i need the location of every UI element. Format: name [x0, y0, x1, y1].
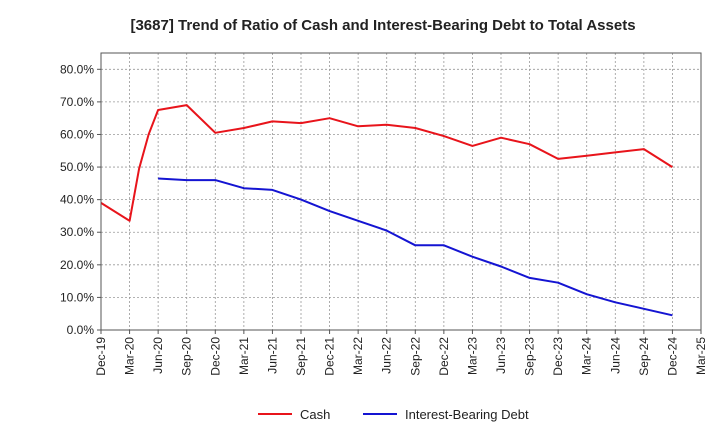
x-tick-label: Jun-21	[265, 337, 279, 374]
x-tick-label: Mar-20	[123, 337, 137, 375]
legend-item-cash: Cash	[258, 407, 330, 422]
x-axis: Dec-19 Mar-20 Jun-20 Sep-20 Dec-20 Mar-21 Jun-…	[94, 330, 708, 376]
x-tick-label: Dec-24	[665, 337, 679, 376]
series-layer	[100, 104, 673, 317]
x-tick-label: Mar-22	[351, 337, 365, 375]
x-tick-label: Dec-19	[94, 337, 108, 376]
x-tick-label: Dec-21	[323, 337, 337, 376]
x-tick-label: Sep-22	[408, 337, 422, 376]
y-tick-label: 50.0%	[60, 160, 94, 174]
x-tick-label: Mar-25	[694, 337, 708, 375]
x-tick-label: Sep-23	[523, 337, 537, 376]
x-tick-label: Jun-22	[380, 337, 394, 374]
x-tick-label: Mar-23	[465, 337, 479, 375]
y-tick-label: 60.0%	[60, 127, 94, 141]
legend-label-debt: Interest-Bearing Debt	[405, 407, 529, 422]
x-tick-label: Sep-20	[180, 337, 194, 376]
x-tick-label: Sep-21	[294, 337, 308, 376]
legend-item-debt: Interest-Bearing Debt	[363, 407, 529, 422]
y-axis: 0.0% 10.0% 20.0% 30.0% 40.0% 50.0% 60.0% 70.0% 8…	[60, 62, 101, 337]
x-tick-label: Dec-22	[437, 337, 451, 376]
grid-layer	[101, 53, 701, 330]
y-tick-label: 70.0%	[60, 95, 94, 109]
x-tick-label: Jun-23	[494, 337, 508, 374]
y-tick-label: 80.0%	[60, 62, 94, 76]
chart-title: [3687] Trend of Ratio of Cash and Intere…	[130, 17, 635, 34]
series-line-cash	[100, 104, 673, 222]
y-tick-label: 40.0%	[60, 193, 94, 207]
y-tick-label: 0.0%	[67, 323, 95, 337]
plot-frame	[100, 52, 702, 331]
x-tick-label: Dec-20	[208, 337, 222, 376]
y-tick-label: 10.0%	[60, 290, 94, 304]
legend-label-cash: Cash	[300, 407, 330, 422]
series-line-debt	[158, 177, 673, 317]
x-tick-label: Sep-24	[637, 337, 651, 376]
y-tick-label: 20.0%	[60, 258, 94, 272]
x-tick-label: Jun-24	[608, 337, 622, 374]
y-tick-label: 30.0%	[60, 225, 94, 239]
x-tick-label: Mar-21	[237, 337, 251, 375]
x-tick-label: Mar-24	[580, 337, 594, 375]
x-tick-label: Jun-20	[151, 337, 165, 374]
x-tick-label: Dec-23	[551, 337, 565, 376]
legend: Cash Interest-Bearing Debt	[258, 407, 529, 422]
